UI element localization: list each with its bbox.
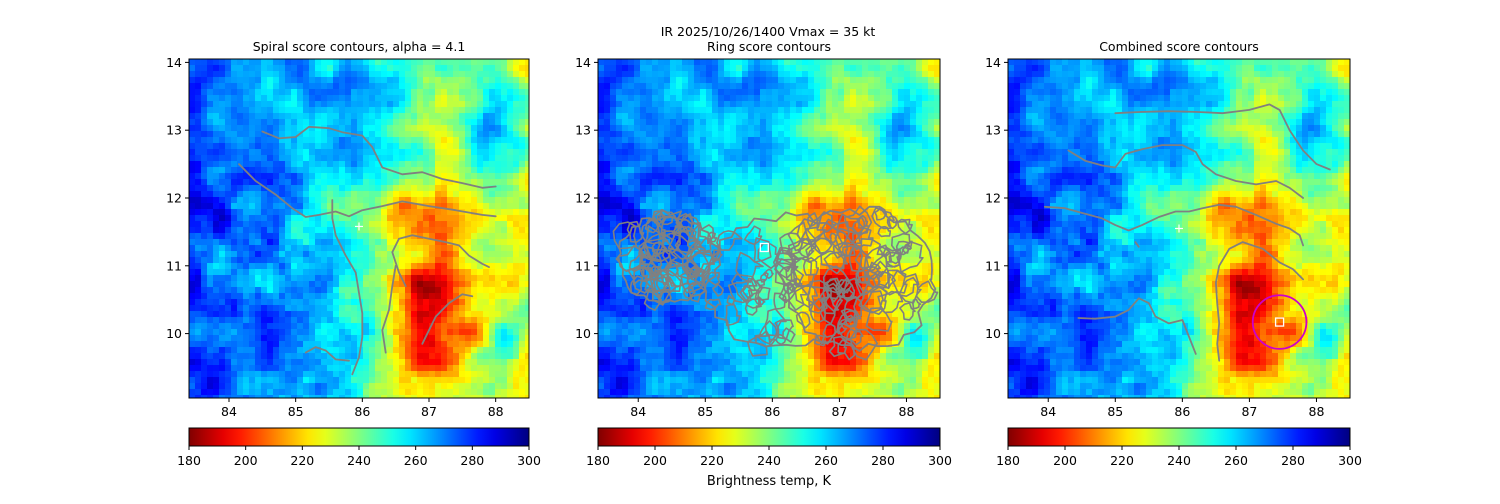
y-tick-label: 11 [166, 258, 182, 273]
panel-title: Combined score contours [1099, 39, 1259, 54]
figure-suptitle: IR 2025/10/26/1400 Vmax = 35 kt [661, 24, 876, 39]
colorbar-tick-label: 200 [643, 453, 667, 468]
colorbar-tick-label: 220 [1110, 453, 1134, 468]
colorbar-tick-label: 280 [1281, 453, 1305, 468]
colorbar-tick-label: 260 [814, 453, 838, 468]
colorbar-tick-label: 300 [517, 453, 541, 468]
x-tick-label: 88 [1309, 404, 1325, 419]
x-tick-label: 86 [1174, 404, 1190, 419]
x-tick-label: 86 [354, 404, 370, 419]
y-tick-label: 12 [985, 190, 1001, 205]
y-tick-label: 10 [985, 326, 1001, 341]
colorbar-label: Brightness temp, K [707, 474, 832, 489]
x-tick-label: 87 [421, 404, 437, 419]
x-tick-label: 87 [831, 404, 847, 419]
x-tick-label: 85 [1107, 404, 1123, 419]
y-tick-label: 12 [575, 190, 591, 205]
x-tick-label: 87 [1241, 404, 1257, 419]
colorbar [1008, 428, 1350, 446]
y-tick-label: 13 [166, 123, 182, 138]
colorbar-tick-label: 220 [290, 453, 314, 468]
colorbar [189, 428, 529, 446]
x-tick-label: 85 [288, 404, 304, 419]
spiral-panel: Spiral score contours, alpha = 4.1 84 85 86… [166, 39, 541, 468]
colorbar-tick-label: 300 [1338, 453, 1362, 468]
colorbar-tick-label: 180 [177, 453, 201, 468]
colorbar-tick-label: 260 [404, 453, 428, 468]
colorbar-tick-label: 260 [1224, 453, 1248, 468]
colorbar [598, 428, 940, 446]
colorbar-tick-label: 300 [928, 453, 952, 468]
x-tick-label: 85 [697, 404, 713, 419]
y-tick-label: 14 [575, 55, 591, 70]
colorbar-tick-label: 220 [700, 453, 724, 468]
y-tick-label: 14 [166, 55, 182, 70]
colorbar-tick-label: 240 [347, 453, 371, 468]
colorbar-tick-label: 240 [757, 453, 781, 468]
x-tick-label: 84 [221, 404, 237, 419]
y-tick-label: 12 [166, 190, 182, 205]
x-tick-label: 88 [899, 404, 915, 419]
x-tick-label: 84 [1040, 404, 1056, 419]
colorbar-tick-label: 180 [586, 453, 610, 468]
x-tick-label: 86 [764, 404, 780, 419]
panel-title: Spiral score contours, alpha = 4.1 [253, 39, 466, 54]
y-tick-label: 10 [575, 326, 591, 341]
y-tick-label: 14 [985, 55, 1001, 70]
colorbar-tick-label: 180 [996, 453, 1020, 468]
y-tick-label: 13 [985, 123, 1001, 138]
colorbar-tick-label: 280 [460, 453, 484, 468]
colorbar-tick-label: 280 [871, 453, 895, 468]
y-tick-label: 11 [575, 258, 591, 273]
y-tick-label: 10 [166, 326, 182, 341]
colorbar-tick-label: 200 [1053, 453, 1077, 468]
panel-title: Ring score contours [707, 39, 831, 54]
colorbar-tick-label: 200 [234, 453, 258, 468]
x-tick-label: 84 [630, 404, 646, 419]
x-tick-label: 88 [488, 404, 504, 419]
y-tick-label: 11 [985, 258, 1001, 273]
ring-panel: Ring score contours 84 85 86 87 88 10 11 12 13 14 1… [575, 39, 952, 468]
combined-panel: Combined score contours 84 85 86 87 88 10 11 12 1… [985, 39, 1362, 468]
colorbar-tick-label: 240 [1167, 453, 1191, 468]
y-tick-label: 13 [575, 123, 591, 138]
